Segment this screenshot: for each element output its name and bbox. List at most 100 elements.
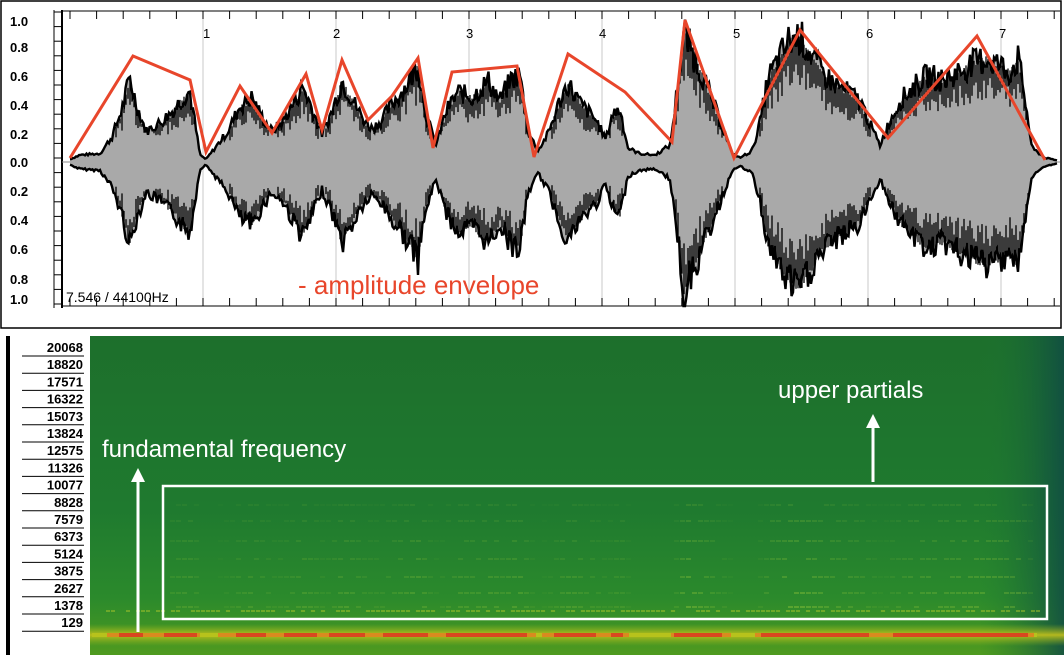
partial-segment — [362, 576, 367, 578]
fundamental-segment — [191, 633, 194, 637]
partial-segment — [941, 610, 945, 612]
partial-segment — [320, 504, 325, 506]
partial-segment — [311, 610, 315, 612]
fundamental-segment — [833, 633, 836, 637]
partial-segment — [1016, 592, 1021, 594]
partial-segment — [188, 520, 193, 522]
partial-segment — [476, 504, 481, 506]
partial-segment — [794, 540, 799, 542]
partial-segment — [188, 558, 193, 560]
partial-segment — [320, 592, 325, 594]
partial-segment — [218, 504, 223, 506]
fundamental-segment — [911, 633, 914, 637]
fundamental-segment — [215, 633, 218, 637]
partial-segment — [701, 610, 705, 612]
partial-segment — [368, 592, 373, 594]
y-label-zero: 0.0 — [10, 155, 28, 170]
partial-segment — [674, 606, 679, 608]
partial-segment — [248, 592, 253, 594]
partial-segment — [614, 576, 619, 578]
partial-segment — [482, 540, 487, 542]
partial-segment — [350, 540, 355, 542]
freq-ruler — [0, 330, 90, 655]
fundamental-segment — [698, 633, 701, 637]
partial-segment — [338, 606, 343, 608]
fundamental-segment — [992, 633, 995, 637]
partial-segment — [542, 520, 547, 522]
fundamental-segment — [947, 633, 950, 637]
partial-segment — [511, 610, 515, 612]
fundamental-segment — [401, 633, 404, 637]
fundamental-segment — [683, 633, 686, 637]
partial-segment — [906, 610, 910, 612]
partial-segment — [728, 504, 733, 506]
fundamental-segment — [269, 633, 272, 637]
partial-segment — [512, 520, 517, 522]
partial-segment — [421, 610, 425, 612]
partial-segment — [404, 592, 409, 594]
partial-segment — [218, 558, 223, 560]
partial-segment — [458, 520, 463, 522]
fundamental-segment — [977, 633, 980, 637]
fundamental-segment — [761, 633, 764, 637]
fundamental-segment — [185, 633, 188, 637]
partial-segment — [278, 540, 283, 542]
partial-segment — [284, 520, 289, 522]
partial-segment — [626, 576, 631, 578]
fundamental-segment — [146, 633, 149, 637]
partial-segment — [362, 592, 367, 594]
partial-segment — [614, 540, 619, 542]
fundamental-arrow — [131, 468, 145, 632]
partial-segment — [944, 606, 949, 608]
partial-segment — [374, 540, 379, 542]
partial-segment — [1031, 610, 1035, 612]
fundamental-segment — [257, 633, 260, 637]
fundamental-segment — [659, 633, 662, 637]
partial-segment — [596, 610, 600, 612]
fundamental-segment — [137, 633, 140, 637]
partial-segment — [722, 520, 727, 522]
partial-segment — [182, 504, 187, 506]
partial-segment — [224, 520, 229, 522]
partial-segment — [626, 592, 631, 594]
partial-segment — [182, 540, 187, 542]
partial-segment — [1022, 520, 1027, 522]
fundamental-segment — [206, 633, 209, 637]
partial-segment — [830, 540, 835, 542]
partial-segment — [1028, 558, 1033, 560]
partial-segment — [500, 576, 505, 578]
partial-segment — [991, 610, 995, 612]
partial-segment — [428, 520, 433, 522]
partial-segment — [896, 610, 900, 612]
partial-segment — [602, 504, 607, 506]
fundamental-segment — [923, 633, 926, 637]
fundamental-segment — [353, 633, 356, 637]
partial-segment — [494, 558, 499, 560]
partial-segment — [866, 504, 871, 506]
fundamental-segment — [275, 633, 278, 637]
fundamental-segment — [209, 633, 212, 637]
partial-segment — [806, 606, 811, 608]
partial-segment — [914, 606, 919, 608]
fundamental-segment — [524, 633, 527, 637]
partial-segment — [614, 558, 619, 560]
fundamental-segment — [968, 633, 971, 637]
partial-segment — [981, 610, 985, 612]
partial-segment — [308, 606, 313, 608]
partial-segment — [782, 576, 787, 578]
fundamental-segment — [728, 633, 731, 637]
partial-segment — [854, 540, 859, 542]
partial-segment — [590, 558, 595, 560]
waveform-detail — [115, 30, 1029, 295]
partial-segment — [608, 520, 613, 522]
fundamental-segment — [116, 633, 119, 637]
fundamental-segment — [233, 633, 236, 637]
partial-segment — [974, 592, 979, 594]
fundamental-segment — [953, 633, 956, 637]
partial-segment — [194, 504, 199, 506]
fundamental-segment — [935, 633, 938, 637]
partial-segment — [872, 504, 877, 506]
partial-segment — [428, 504, 433, 506]
partial-segment — [560, 592, 565, 594]
partial-segment — [542, 504, 547, 506]
